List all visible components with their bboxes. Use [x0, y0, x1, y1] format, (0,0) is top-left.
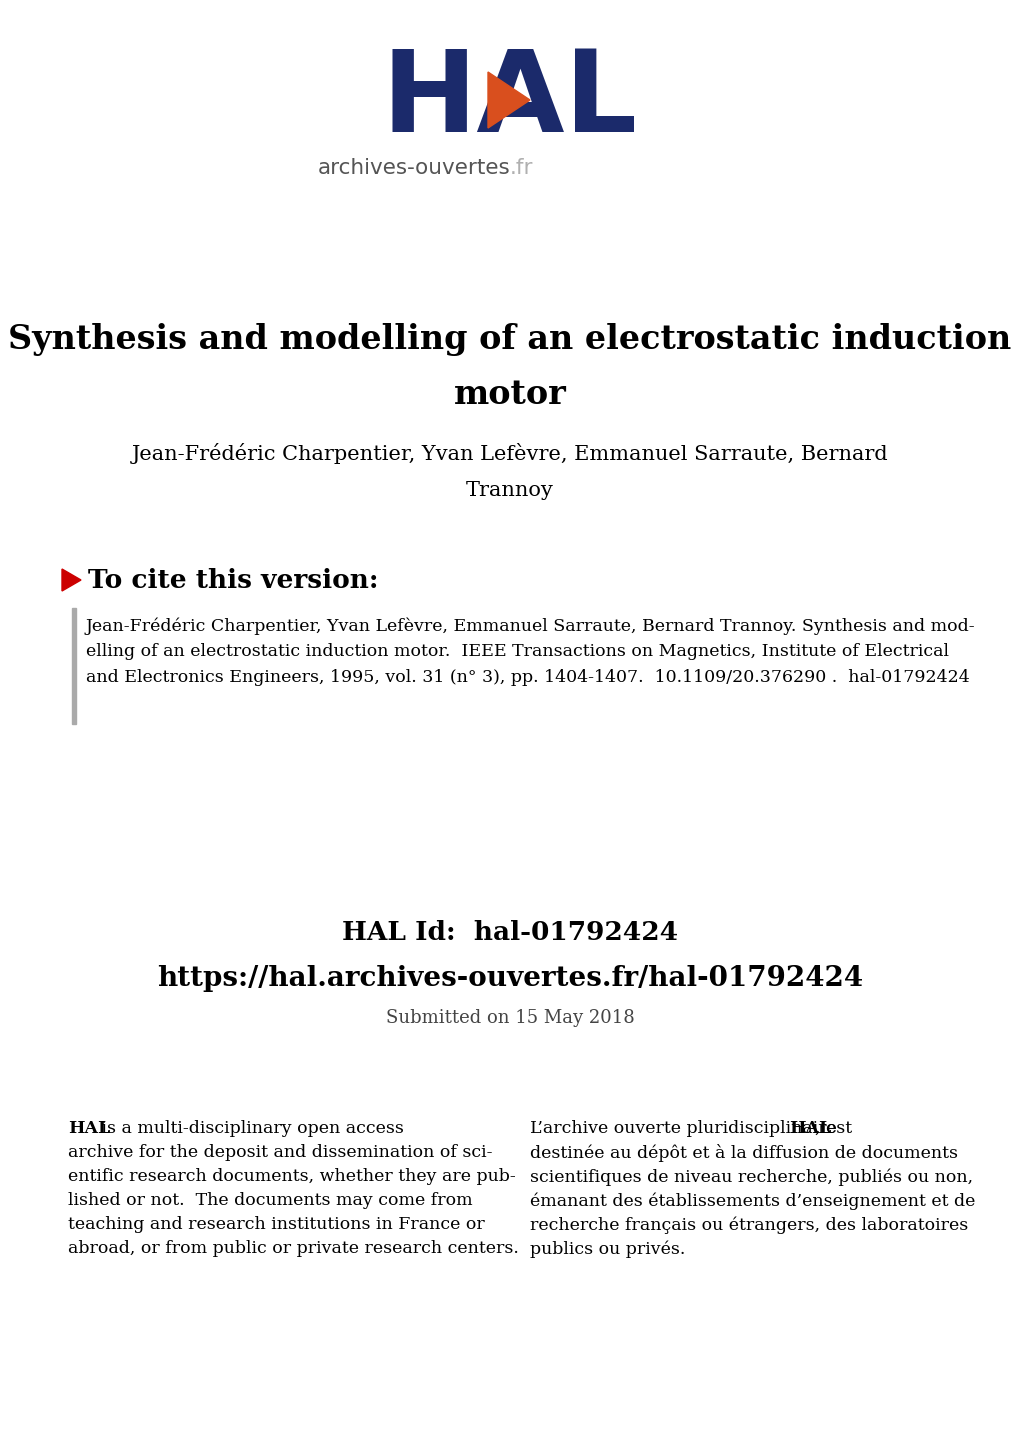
Text: elling of an electrostatic induction motor.  IEEE Transactions on Magnetics, Ins: elling of an electrostatic induction mot…	[86, 643, 948, 660]
Text: scientifiques de niveau recherche, publiés ou non,: scientifiques de niveau recherche, publi…	[530, 1168, 972, 1185]
Text: Trannoy: Trannoy	[466, 480, 553, 499]
Text: Submitted on 15 May 2018: Submitted on 15 May 2018	[385, 1009, 634, 1027]
Text: https://hal.archives-ouvertes.fr/hal-01792424: https://hal.archives-ouvertes.fr/hal-017…	[157, 965, 862, 992]
Text: .fr: .fr	[510, 159, 533, 177]
Text: recherche français ou étrangers, des laboratoires: recherche français ou étrangers, des lab…	[530, 1216, 967, 1233]
Text: To cite this version:: To cite this version:	[88, 568, 378, 593]
Text: abroad, or from public or private research centers.: abroad, or from public or private resear…	[68, 1240, 519, 1257]
Text: , est: , est	[814, 1120, 851, 1136]
Text: publics ou privés.: publics ou privés.	[530, 1240, 685, 1257]
Text: Jean-Frédéric Charpentier, Yvan Lefèvre, Emmanuel Sarraute, Bernard: Jean-Frédéric Charpentier, Yvan Lefèvre,…	[131, 443, 888, 463]
Text: destinée au dépôt et à la diffusion de documents: destinée au dépôt et à la diffusion de d…	[530, 1144, 957, 1162]
Text: HAL Id:  hal-01792424: HAL Id: hal-01792424	[341, 920, 678, 945]
Polygon shape	[487, 72, 530, 128]
Polygon shape	[62, 570, 81, 591]
Text: and Electronics Engineers, 1995, vol. 31 (n° 3), pp. 1404-1407.  10.1109/20.3762: and Electronics Engineers, 1995, vol. 31…	[86, 669, 969, 686]
Text: Synthesis and modelling of an electrostatic induction: Synthesis and modelling of an electrosta…	[8, 323, 1011, 356]
Text: archive for the deposit and dissemination of sci-: archive for the deposit and disseminatio…	[68, 1144, 492, 1161]
Text: Jean-Frédéric Charpentier, Yvan Lefèvre, Emmanuel Sarraute, Bernard Trannoy. Syn: Jean-Frédéric Charpentier, Yvan Lefèvre,…	[86, 617, 974, 634]
Text: lished or not.  The documents may come from: lished or not. The documents may come fr…	[68, 1193, 472, 1208]
Text: HAL: HAL	[789, 1120, 830, 1136]
Text: is a multi-disciplinary open access: is a multi-disciplinary open access	[96, 1120, 404, 1136]
Text: L’archive ouverte pluridisciplinaire: L’archive ouverte pluridisciplinaire	[530, 1120, 842, 1136]
Text: archives-ouvertes: archives-ouvertes	[317, 159, 510, 177]
Text: HAL: HAL	[68, 1120, 110, 1136]
Text: teaching and research institutions in France or: teaching and research institutions in Fr…	[68, 1216, 484, 1233]
Bar	[72, 609, 76, 724]
Text: entific research documents, whether they are pub-: entific research documents, whether they…	[68, 1168, 516, 1185]
Text: émanant des établissements d’enseignement et de: émanant des établissements d’enseignemen…	[530, 1193, 974, 1210]
Text: HAL: HAL	[381, 45, 638, 156]
Text: motor: motor	[453, 378, 566, 411]
